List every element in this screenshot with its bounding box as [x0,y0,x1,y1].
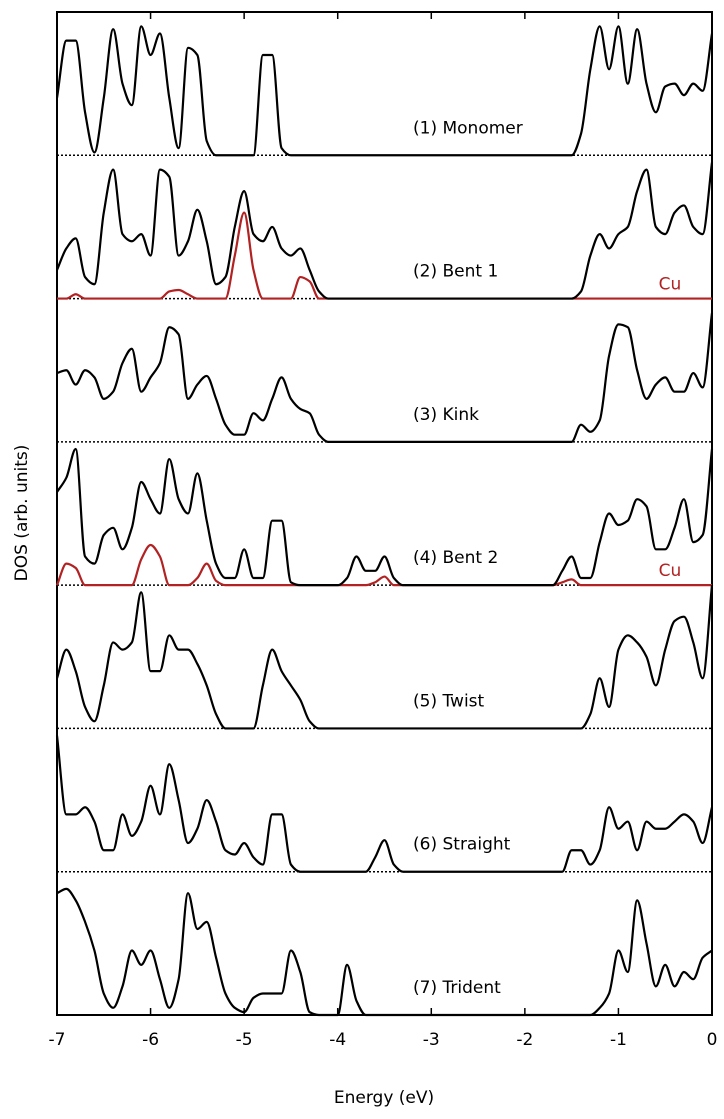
series-label: (6) Straight [413,835,511,855]
x-axis-label: Energy (eV) [334,1088,434,1108]
y-axis-label: DOS (arb. units) [12,445,32,582]
x-tick-label: -3 [423,1030,440,1050]
x-tick-label: -1 [610,1030,627,1050]
x-tick-label: 0 [707,1030,718,1050]
dos-line [55,162,714,300]
x-tick-label: -5 [236,1030,253,1050]
x-tick-label: -6 [142,1030,159,1050]
series-label: (1) Monomer [413,118,523,138]
dos-line [55,25,714,157]
dos-line [56,312,714,443]
x-tick-label: -4 [329,1030,346,1050]
plot-frame [56,11,713,1016]
dos-line [56,447,714,587]
series-label: (4) Bent 2 [413,548,498,568]
x-tick-label: -2 [516,1030,533,1050]
series-label: (3) Kink [413,405,479,425]
dos-line [55,735,714,873]
series-label: (7) Trident [413,978,501,998]
partial-label: Cu [659,275,682,295]
partial-dos-line [55,543,712,587]
dos-line [56,887,713,1017]
series-label: (2) Bent 1 [413,262,498,282]
dos-line [55,585,714,730]
x-tick-label: -7 [49,1030,66,1050]
partial-label: Cu [659,561,682,581]
series-label: (5) Twist [413,691,485,711]
